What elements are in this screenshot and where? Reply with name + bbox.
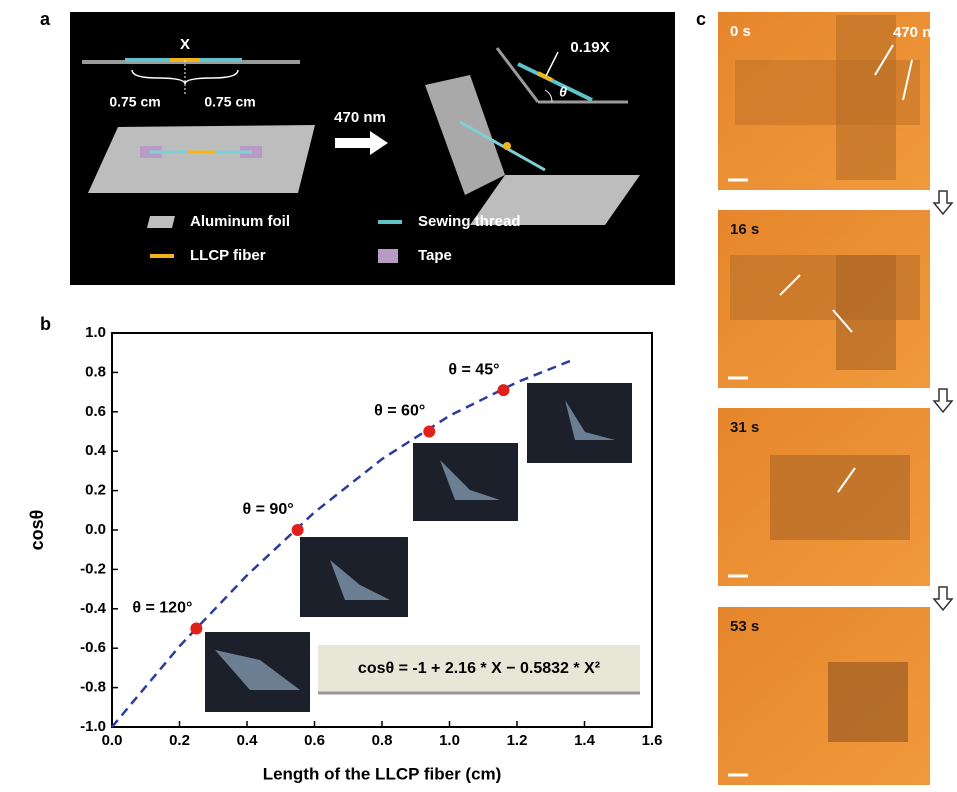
y-tick-label: 1.0 — [85, 324, 106, 341]
data-point — [190, 623, 202, 635]
step-arrow — [934, 191, 952, 214]
y-tick-label: 0.2 — [85, 482, 106, 499]
y-axis-label: cosθ — [27, 510, 47, 551]
point-label: θ = 90° — [243, 501, 294, 518]
light-label: 470 nm — [334, 109, 386, 126]
foil-shape — [828, 662, 908, 742]
foil-shape — [770, 455, 910, 540]
x-tick-label: 0.6 — [304, 732, 325, 749]
step-arrow — [934, 389, 952, 412]
time-label: 16 s — [730, 221, 759, 238]
panel-label: b — [40, 314, 51, 334]
inset-photo — [413, 443, 518, 521]
y-tick-label: -0.2 — [80, 560, 106, 577]
time-label: 53 s — [730, 618, 759, 635]
length-label: 0.75 cm — [204, 94, 255, 110]
y-tick-label: 0.6 — [85, 403, 106, 420]
legend-icon — [378, 249, 398, 263]
y-tick-label: 0.0 — [85, 521, 106, 538]
x-tick-label: 1.0 — [439, 732, 460, 749]
x-tick-label: 1.6 — [642, 732, 663, 749]
angle-label: θ — [559, 84, 567, 100]
y-tick-label: 0.4 — [85, 442, 107, 459]
legend-text: LLCP fiber — [190, 247, 266, 264]
light-label: 470 nm — [893, 24, 945, 41]
foil-shape — [836, 255, 896, 370]
point-label: θ = 60° — [374, 403, 425, 420]
x-tick-label: 1.4 — [574, 732, 596, 749]
panel-c: 0 s 16 s 31 s 53 s 470 nm — [718, 12, 952, 785]
point-label: θ = 120° — [132, 600, 192, 617]
legend-text: Tape — [418, 247, 452, 264]
foil — [88, 125, 315, 193]
legend-text: Sewing thread — [418, 213, 521, 230]
fiber — [503, 142, 511, 150]
length-mark: X — [180, 36, 190, 53]
data-point — [423, 426, 435, 438]
equation: cosθ = -1 + 2.16 * X − 0.5832 * X² — [358, 660, 600, 677]
figure: a b c X 0.75 cm 0.75 cm 470 nm 0.19X θ A… — [0, 0, 957, 792]
x-tick-label: 1.2 — [507, 732, 528, 749]
panel-label: c — [696, 9, 706, 29]
x-tick-label: 0.4 — [237, 732, 259, 749]
data-point — [498, 384, 510, 396]
x-tick-label: 0.2 — [169, 732, 190, 749]
legend-icon — [147, 216, 175, 228]
data-point — [292, 524, 304, 536]
panel-label: a — [40, 9, 51, 29]
length-label: 0.75 cm — [109, 94, 160, 110]
y-tick-label: -0.6 — [80, 639, 106, 656]
time-label: 31 s — [730, 419, 759, 436]
point-label: θ = 45° — [448, 361, 499, 378]
step-arrow — [934, 587, 952, 610]
x-axis-label: Length of the LLCP fiber (cm) — [263, 764, 502, 783]
y-tick-label: -0.8 — [80, 679, 106, 696]
inset-photo — [527, 383, 632, 463]
y-tick-label: 0.8 — [85, 363, 106, 380]
inset-photo — [300, 537, 408, 617]
time-label: 0 s — [730, 23, 751, 40]
foil-shape — [836, 15, 896, 180]
y-tick-label: -0.4 — [80, 600, 107, 617]
y-tick-label: -1.0 — [80, 718, 106, 735]
x-tick-label: 0.8 — [372, 732, 393, 749]
contraction-label: 0.19X — [570, 39, 609, 56]
legend-text: Aluminum foil — [190, 213, 290, 230]
